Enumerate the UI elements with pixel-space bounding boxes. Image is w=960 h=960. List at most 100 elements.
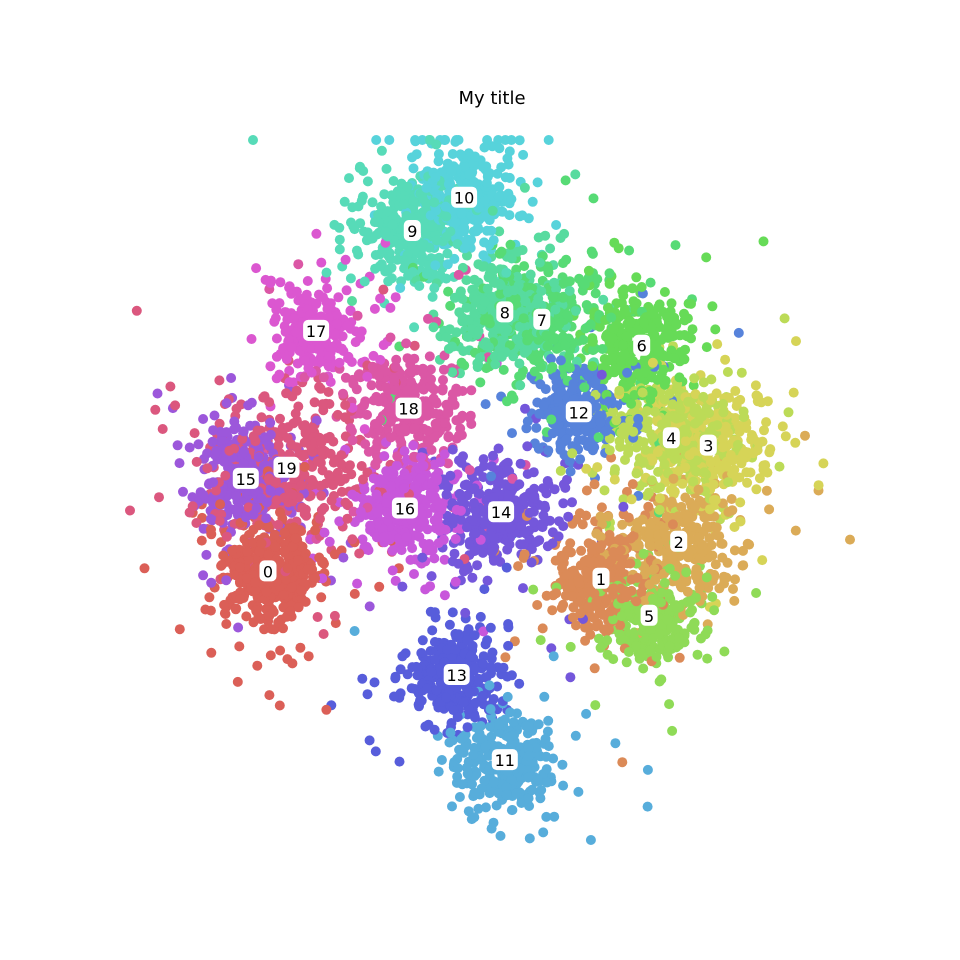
scatter-point <box>610 464 620 475</box>
scatter-point <box>760 460 771 471</box>
scatter-point <box>459 222 470 233</box>
scatter-point <box>717 538 728 549</box>
scatter-point <box>488 450 498 461</box>
scatter-point <box>581 463 592 474</box>
scatter-point <box>486 262 497 273</box>
scatter-point <box>441 332 452 342</box>
scatter-point <box>477 692 488 703</box>
scatter-point <box>604 433 615 444</box>
scatter-point <box>493 181 504 192</box>
scatter-point <box>712 339 723 350</box>
scatter-point <box>443 286 454 297</box>
scatter-point <box>366 380 377 391</box>
scatter-point <box>394 756 405 767</box>
scatter-point <box>349 588 360 599</box>
scatter-point <box>502 544 513 555</box>
scatter-point <box>174 624 185 635</box>
scatter-point <box>246 334 257 344</box>
scatter-point <box>495 830 506 841</box>
scatter-point <box>589 613 599 623</box>
scatter-point <box>653 466 664 477</box>
scatter-point <box>722 367 733 377</box>
scatter-point <box>469 812 480 823</box>
scatter-point <box>654 504 665 515</box>
scatter-point <box>728 584 738 594</box>
scatter-point <box>299 507 310 517</box>
scatter-point <box>570 169 581 180</box>
scatter-point <box>390 292 401 303</box>
scatter-point <box>221 575 232 586</box>
scatter-point <box>336 486 347 497</box>
scatter-point <box>339 196 350 207</box>
scatter-point <box>532 774 543 785</box>
scatter-point <box>318 372 329 383</box>
scatter-point <box>422 524 433 535</box>
scatter-point <box>216 559 227 570</box>
scatter-point <box>469 788 480 799</box>
scatter-point <box>402 669 413 680</box>
scatter-point <box>355 161 365 172</box>
scatter-point <box>428 322 439 333</box>
scatter-point <box>692 649 703 660</box>
scatter-point <box>514 678 525 689</box>
scatter-point <box>362 176 373 187</box>
scatter-point <box>467 572 478 583</box>
scatter-point <box>761 485 772 496</box>
scatter-point <box>386 432 396 443</box>
scatter-point <box>581 708 592 719</box>
scatter-point <box>604 278 615 289</box>
scatter-point <box>758 236 769 247</box>
scatter-point <box>384 135 395 145</box>
scatter-point <box>638 437 649 448</box>
scatter-point <box>738 412 749 423</box>
scatter-point <box>157 424 168 434</box>
scatter-point <box>439 554 450 565</box>
scatter-point <box>429 432 440 443</box>
scatter-point <box>436 755 447 765</box>
scatter-point <box>618 339 628 350</box>
scatter-point <box>674 652 685 663</box>
scatter-point <box>501 562 512 573</box>
scatter-point <box>525 269 536 280</box>
scatter-point <box>560 175 571 186</box>
scatter-point <box>389 691 399 702</box>
scatter-point <box>524 833 535 844</box>
scatter-point <box>516 798 527 808</box>
scatter-point <box>596 540 607 551</box>
scatter-point <box>730 386 741 396</box>
scatter-point <box>589 479 600 490</box>
scatter-point <box>547 428 558 439</box>
scatter-point <box>245 420 256 431</box>
scatter-point <box>473 224 484 235</box>
scatter-point <box>592 462 603 473</box>
scatter-point <box>329 328 340 339</box>
scatter-point <box>248 617 259 628</box>
scatter-point <box>748 432 759 443</box>
scatter-point <box>425 581 436 592</box>
scatter-point <box>275 413 285 424</box>
scatter-point <box>515 380 526 391</box>
scatter-point <box>780 431 791 442</box>
scatter-point <box>504 146 515 157</box>
scatter-point <box>214 375 225 386</box>
scatter-point <box>352 578 363 589</box>
scatter-point <box>444 737 455 748</box>
scatter-point <box>517 210 528 221</box>
scatter-point <box>416 648 427 658</box>
scatter-point <box>558 521 569 532</box>
scatter-point <box>472 560 483 571</box>
scatter-point <box>444 619 455 630</box>
scatter-point <box>341 285 352 296</box>
scatter-point <box>479 584 490 595</box>
scatter-point <box>502 691 513 702</box>
scatter-point <box>234 641 245 652</box>
scatter-point <box>683 552 694 563</box>
scatter-point <box>265 361 276 372</box>
scatter-point <box>360 439 371 450</box>
scatter-point <box>334 234 345 245</box>
scatter-point <box>326 495 337 506</box>
scatter-point <box>439 590 450 601</box>
scatter-point <box>475 611 486 622</box>
scatter-point <box>417 635 428 646</box>
